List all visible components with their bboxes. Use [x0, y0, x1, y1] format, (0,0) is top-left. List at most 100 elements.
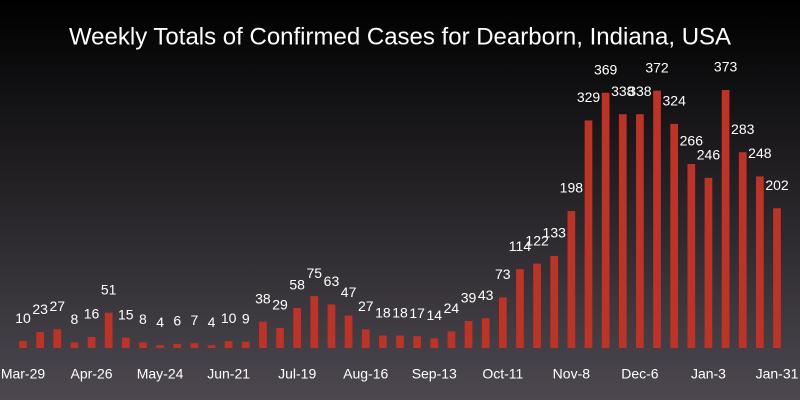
- value-label: 198: [560, 180, 584, 196]
- value-label: 266: [680, 133, 704, 149]
- bar: [430, 338, 439, 348]
- bar: [139, 342, 147, 348]
- value-label: 283: [731, 121, 755, 137]
- bar: [413, 336, 421, 348]
- x-tick-label: May-24: [137, 366, 184, 382]
- bar: [533, 263, 541, 348]
- value-label: 38: [255, 290, 271, 306]
- value-label: 248: [748, 145, 772, 161]
- bar: [756, 176, 764, 348]
- value-label: 75: [307, 265, 323, 281]
- value-label: 51: [101, 281, 117, 297]
- bar: [259, 321, 267, 348]
- value-label: 14: [426, 307, 442, 323]
- bar: [276, 327, 284, 348]
- value-label: 133: [543, 225, 567, 241]
- value-label: 23: [32, 301, 48, 317]
- bar: [36, 332, 44, 348]
- x-tick-label: Oct-11: [482, 366, 523, 382]
- bar: [121, 337, 130, 348]
- bar: [773, 208, 781, 348]
- bar: [104, 312, 113, 348]
- value-label: 18: [392, 304, 408, 320]
- bar: [704, 177, 713, 348]
- value-label: 63: [324, 273, 340, 289]
- value-label: 324: [663, 93, 687, 109]
- x-tick-label: Jan-3: [691, 366, 726, 382]
- bar: [190, 343, 199, 348]
- bar: [327, 304, 336, 348]
- bar: [310, 296, 319, 348]
- value-label: 29: [272, 297, 288, 313]
- value-label: 6: [173, 313, 181, 329]
- bar: [618, 114, 627, 349]
- bar: [241, 341, 250, 348]
- value-label: 338: [628, 83, 652, 99]
- bar: [361, 329, 370, 348]
- bar: [379, 335, 387, 348]
- bar: [721, 90, 730, 348]
- bar: [516, 269, 524, 348]
- value-label: 4: [156, 314, 164, 330]
- x-tick-label: Aug-16: [343, 366, 388, 382]
- bar: [498, 297, 507, 348]
- bar: [653, 90, 661, 349]
- bar: [481, 318, 490, 348]
- x-tick-label: Jul-19: [278, 366, 316, 382]
- x-tick-label: Jan-31: [756, 366, 799, 382]
- value-label: 246: [697, 147, 721, 163]
- bar: [344, 315, 353, 348]
- x-tick-label: Sep-13: [412, 366, 457, 382]
- value-label: 58: [289, 277, 305, 293]
- value-label: 10: [15, 310, 31, 326]
- x-tick-label: Nov-8: [553, 366, 591, 382]
- value-label: 24: [444, 300, 460, 316]
- bar: [207, 345, 216, 348]
- value-label: 9: [242, 310, 250, 326]
- x-tick-label: Dec-6: [621, 366, 659, 382]
- value-label: 7: [190, 312, 198, 328]
- value-label: 122: [525, 232, 549, 248]
- bar: [670, 123, 679, 348]
- value-label: 4: [208, 314, 216, 330]
- bar: [464, 321, 473, 348]
- value-label: 27: [49, 298, 65, 314]
- value-label: 338: [611, 83, 635, 99]
- bar: [567, 211, 576, 348]
- value-label: 329: [577, 89, 601, 105]
- value-label: 372: [645, 59, 669, 75]
- value-label: 114: [509, 238, 532, 254]
- x-tick-label: Apr-26: [71, 366, 113, 382]
- value-label: 73: [495, 266, 511, 282]
- bar: [550, 256, 559, 348]
- bar: [173, 343, 182, 348]
- bar: [687, 164, 696, 348]
- value-label: 43: [478, 287, 494, 303]
- value-label: 8: [71, 311, 79, 327]
- chart-title: Weekly Totals of Confirmed Cases for Dea…: [69, 23, 731, 50]
- value-label: 18: [375, 304, 391, 320]
- bar: [447, 331, 456, 348]
- bar: [738, 152, 747, 348]
- bar: [396, 335, 404, 348]
- x-tick-label: Mar-29: [1, 366, 46, 382]
- bar: [293, 307, 302, 348]
- bar: [53, 329, 62, 348]
- value-label: 373: [714, 59, 738, 75]
- value-label: 15: [118, 306, 134, 322]
- bar: [156, 345, 164, 348]
- x-tick-label: Jun-21: [207, 366, 250, 382]
- bar: [70, 342, 79, 348]
- value-label: 202: [765, 177, 789, 193]
- bar: [19, 341, 27, 348]
- value-label: 16: [84, 306, 100, 322]
- value-label: 8: [139, 311, 147, 327]
- value-label: 10: [221, 310, 237, 326]
- bar: [87, 336, 96, 348]
- value-label: 39: [461, 290, 477, 306]
- value-label: 47: [341, 284, 357, 300]
- bar: [584, 120, 593, 348]
- bar: [636, 114, 644, 349]
